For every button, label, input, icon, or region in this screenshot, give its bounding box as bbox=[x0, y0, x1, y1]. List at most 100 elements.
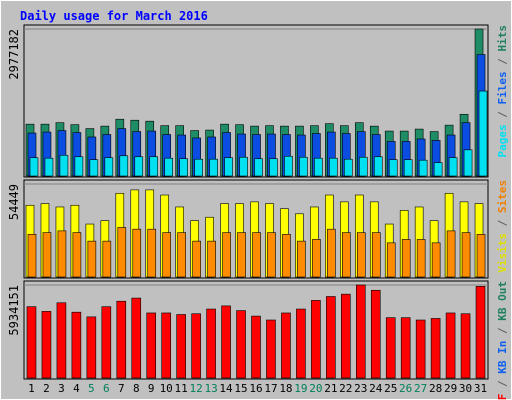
bar-top-pages-day-14 bbox=[224, 157, 233, 177]
panel-top-legend-part-0: Pages bbox=[496, 124, 509, 157]
bar-mid-sites-day-26 bbox=[401, 239, 411, 278]
bar-mid-sites-day-27 bbox=[416, 239, 426, 278]
bar-top-pages-day-12 bbox=[194, 158, 203, 177]
panel-mid-legend-part-2: Sites bbox=[496, 180, 509, 213]
bar-mid-sites-day-24 bbox=[371, 232, 381, 278]
bar-top-pages-day-15 bbox=[239, 156, 248, 177]
bar-mid-sites-day-15 bbox=[237, 232, 246, 278]
bar-bot-kb-f-day-30 bbox=[460, 313, 471, 379]
bar-mid-sites-day-1 bbox=[27, 234, 37, 278]
bar-top-pages-day-10 bbox=[164, 157, 174, 177]
bar-bot-kb-f-day-5 bbox=[86, 316, 97, 379]
bar-mid-sites-day-8 bbox=[132, 228, 142, 278]
panel-top-legend-part-2: Files bbox=[496, 71, 509, 104]
bar-top-pages-day-11 bbox=[179, 158, 188, 177]
bar-bot-kb-f-day-15 bbox=[236, 310, 246, 379]
panel-mid: 54449 Visits / Sites bbox=[7, 179, 509, 279]
bar-top-pages-day-4 bbox=[74, 156, 84, 177]
x-axis-labels: 1 2 3 4 5 6 7 8 9 10 11 12 13 14 15 16 17 18 19 20 21 22 23 24 2… bbox=[28, 382, 487, 395]
bar-mid-sites-day-30 bbox=[461, 232, 471, 278]
bar-mid-sites-day-17 bbox=[267, 232, 276, 278]
bar-bot-kb-f-day-10 bbox=[161, 312, 171, 379]
bar-mid-sites-day-2 bbox=[42, 232, 52, 278]
x-tick-label-day-14: 14 bbox=[219, 382, 233, 395]
panel-bot-legend-part-0: KB F bbox=[496, 394, 509, 400]
x-tick-label-day-8: 8 bbox=[133, 382, 140, 395]
bar-top-pages-day-28 bbox=[433, 162, 443, 177]
bar-bot-kb-f-day-2 bbox=[41, 311, 52, 379]
x-tick-label-day-20: 20 bbox=[309, 382, 322, 395]
bar-bot-kb-f-day-3 bbox=[56, 302, 67, 379]
x-tick-label-day-19: 19 bbox=[294, 382, 307, 395]
bar-bot-kb-f-day-26 bbox=[400, 317, 411, 379]
bar-top-pages-day-16 bbox=[254, 158, 263, 177]
bar-mid-sites-day-12 bbox=[192, 240, 201, 278]
x-tick-label-day-13: 13 bbox=[204, 382, 217, 395]
bar-bot-kb-f-day-16 bbox=[251, 315, 261, 379]
x-tick-label-day-4: 4 bbox=[73, 382, 80, 395]
bar-top-pages-day-17 bbox=[269, 158, 278, 177]
bar-mid-sites-day-6 bbox=[102, 240, 112, 278]
bar-mid-sites-day-21 bbox=[327, 228, 336, 278]
x-tick-label-day-30: 30 bbox=[459, 382, 472, 395]
bar-top-pages-day-1 bbox=[29, 157, 39, 177]
panel-bot-frame bbox=[23, 280, 489, 380]
x-tick-label-day-10: 10 bbox=[160, 382, 173, 395]
panel-mid-ymax-label: 54449 bbox=[7, 184, 21, 220]
panel-bot-legend: KB F / KB In / KB Out bbox=[496, 281, 509, 400]
bar-top-pages-day-2 bbox=[44, 157, 54, 177]
bar-top-pages-day-21 bbox=[329, 157, 338, 177]
bar-bot-kb-f-day-25 bbox=[385, 317, 396, 379]
bar-mid-sites-day-18 bbox=[282, 234, 291, 278]
panel-top-legend-part-3: / bbox=[496, 52, 509, 72]
bar-top-pages-day-20 bbox=[314, 157, 323, 177]
bar-bot-kb-f-day-27 bbox=[415, 319, 426, 379]
bar-bot-kb-f-day-13 bbox=[206, 308, 216, 379]
panel-top-legend: Pages / Files / Hits bbox=[496, 25, 509, 158]
x-tick-label-day-9: 9 bbox=[148, 382, 155, 395]
bar-top-pages-day-13 bbox=[209, 158, 218, 177]
panel-top-ymax-label: 2977182 bbox=[7, 29, 21, 80]
bar-bot-kb-f-day-14 bbox=[221, 305, 231, 379]
chart-panels: 2977182 Pages / Files / Hits 54449 Visits /… bbox=[7, 24, 509, 400]
x-tick-label-day-28: 28 bbox=[429, 382, 442, 395]
bar-top-pages-day-23 bbox=[358, 156, 368, 177]
bar-top-pages-day-9 bbox=[149, 156, 159, 177]
bar-bot-kb-f-day-23 bbox=[355, 284, 366, 379]
bar-mid-sites-day-25 bbox=[386, 242, 396, 278]
bar-top-pages-day-8 bbox=[134, 156, 144, 177]
bar-bot-kb-f-day-9 bbox=[146, 312, 157, 379]
bar-top-pages-day-18 bbox=[284, 155, 293, 177]
bar-bot-kb-f-day-8 bbox=[131, 297, 142, 379]
bar-bot-kb-f-day-24 bbox=[370, 289, 381, 379]
bar-bot-kb-f-day-6 bbox=[101, 306, 112, 379]
bar-bot-kb-f-day-19 bbox=[296, 308, 306, 379]
x-tick-label-day-5: 5 bbox=[88, 382, 95, 395]
x-tick-label-day-18: 18 bbox=[279, 382, 292, 395]
bar-bot-kb-f-day-18 bbox=[281, 312, 291, 379]
x-tick-label-day-7: 7 bbox=[118, 382, 125, 395]
bar-bot-kb-f-day-22 bbox=[341, 293, 351, 379]
bar-top-pages-day-25 bbox=[388, 159, 398, 177]
bar-mid-sites-day-11 bbox=[177, 232, 186, 278]
bar-mid-sites-day-16 bbox=[252, 232, 261, 278]
x-tick-label-day-22: 22 bbox=[339, 382, 352, 395]
x-tick-label-day-1: 1 bbox=[28, 382, 35, 395]
bar-mid-sites-day-10 bbox=[162, 232, 172, 278]
panel-top-frame bbox=[23, 24, 489, 178]
bar-bot-kb-f-day-12 bbox=[191, 313, 201, 379]
bar-mid-sites-day-9 bbox=[147, 228, 157, 278]
panel-bot-ymax-label: 5934151 bbox=[7, 285, 21, 336]
bar-mid-sites-day-4 bbox=[72, 232, 82, 278]
x-tick-label-day-11: 11 bbox=[175, 382, 188, 395]
x-tick-label-day-24: 24 bbox=[369, 382, 383, 395]
x-tick-label-day-3: 3 bbox=[58, 382, 65, 395]
bar-top-pages-day-3 bbox=[59, 154, 69, 177]
bar-top-pages-day-22 bbox=[344, 158, 353, 177]
bar-mid-sites-day-20 bbox=[312, 239, 321, 278]
panel-top: 2977182 Pages / Files / Hits bbox=[7, 24, 509, 178]
panel-top-legend-part-1: / bbox=[496, 105, 509, 125]
x-tick-label-day-31: 31 bbox=[474, 382, 487, 395]
bar-bot-kb-f-day-1 bbox=[26, 306, 37, 379]
panel-bot-legend-part-4: KB Out bbox=[496, 281, 509, 321]
